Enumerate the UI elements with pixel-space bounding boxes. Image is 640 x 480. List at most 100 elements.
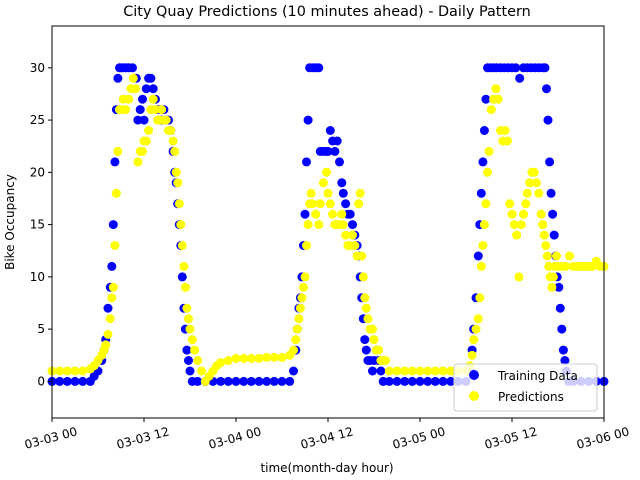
data-point [128,73,138,83]
data-point [519,209,528,219]
data-point [70,366,80,376]
data-point [486,105,496,115]
data-point [338,188,348,198]
data-point [246,376,256,386]
data-point [254,353,264,363]
data-point [471,324,481,334]
data-point [542,84,551,94]
data-point [521,199,531,209]
data-point [173,178,183,188]
data-point [341,199,351,209]
data-point [473,314,483,324]
data-point [515,73,525,83]
legend-label-training: Training Data [497,369,578,383]
data-point [110,241,120,250]
data-point [384,376,394,386]
data-point [70,376,80,386]
data-point [565,251,574,261]
data-point [176,220,186,230]
data-point [509,220,519,230]
data-point [507,209,517,219]
data-point [552,251,561,261]
data-point [348,220,357,230]
legend: Training Data Predictions [453,363,598,412]
data-point [55,366,65,376]
data-point [438,366,448,376]
data-point [103,329,113,339]
data-point [549,230,559,240]
data-point [361,345,371,355]
data-point [135,105,145,115]
data-point [314,63,324,73]
data-point [481,199,491,209]
data-point [262,352,272,362]
data-point [277,352,287,362]
y-tick-label: 10 [30,270,45,284]
data-point [423,376,433,386]
data-point [350,241,360,250]
data-point [384,366,394,376]
data-point [318,178,328,188]
data-point [360,293,370,303]
data-point [108,220,118,230]
data-point [300,272,310,282]
data-point [292,324,302,334]
data-point [300,209,310,219]
data-point [481,94,491,104]
data-point [262,376,272,386]
data-point [539,230,549,240]
data-point [62,376,72,386]
data-point [105,314,115,324]
legend-box [453,363,598,412]
data-point [381,356,390,365]
data-point [128,63,137,73]
data-point [297,293,307,303]
data-point [101,340,111,350]
data-point [341,230,351,240]
data-point [124,94,134,104]
data-point [113,146,123,156]
data-point [511,63,521,73]
data-point [430,366,440,376]
data-point [348,230,357,240]
data-point [358,272,368,282]
data-point [484,146,494,156]
data-point [190,345,200,355]
data-point [131,84,141,94]
data-point [361,303,371,313]
data-point [107,293,117,303]
data-point [146,73,156,83]
data-point [330,146,340,156]
data-point [369,335,379,345]
data-point [315,199,325,209]
data-point [269,352,279,362]
data-point [184,356,193,365]
data-point [355,188,365,198]
data-point [231,353,241,363]
data-point [446,366,456,376]
data-point [548,272,558,282]
data-point [138,94,147,104]
data-point [110,157,120,167]
data-point [407,376,417,386]
data-point [502,136,512,146]
data-point [542,251,552,261]
data-point [103,303,113,313]
data-point [392,376,402,386]
data-point [516,220,526,230]
y-tick-label: 0 [37,374,45,388]
data-point [505,199,515,209]
data-point [558,345,568,355]
data-point [182,303,192,313]
data-point [148,94,158,104]
y-tick-label: 20 [30,165,45,179]
data-point [182,345,192,355]
data-point [289,345,298,355]
data-point [294,314,304,324]
legend-marker-training [469,370,479,380]
data-point [171,167,181,177]
data-point [469,335,479,345]
data-point [548,209,558,219]
data-point [148,84,158,94]
